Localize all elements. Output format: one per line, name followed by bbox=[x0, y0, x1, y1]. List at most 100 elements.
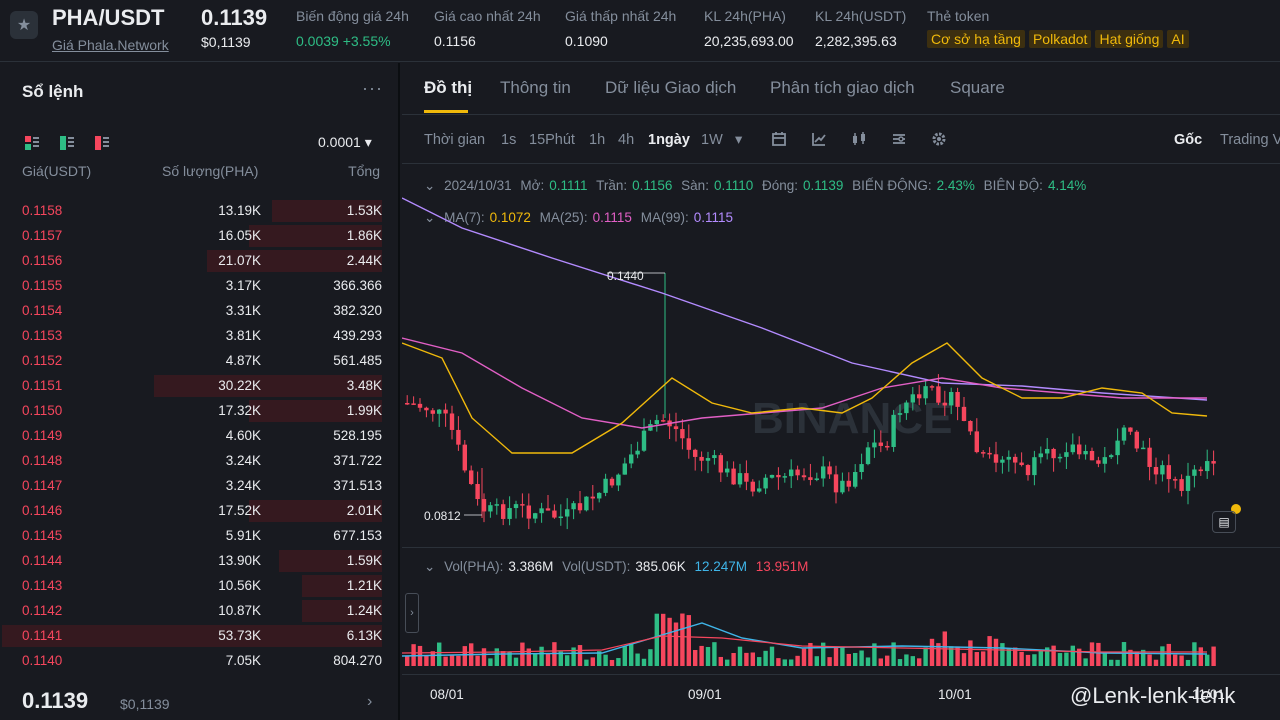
ask-total: 2.44K bbox=[346, 253, 382, 268]
view-original[interactable]: Gốc bbox=[1174, 132, 1203, 148]
candle-body bbox=[1179, 479, 1184, 491]
interval-1h[interactable]: 1h bbox=[589, 132, 606, 148]
ask-row[interactable]: 0.1156 21.07K 2.44K bbox=[0, 248, 400, 273]
ma7-label: MA(7): bbox=[444, 210, 485, 225]
book-both-sides-icon[interactable] bbox=[25, 136, 39, 150]
interval-1s[interactable]: 1s bbox=[501, 132, 517, 148]
volume-bar bbox=[1089, 642, 1095, 666]
interval-dropdown-icon[interactable]: ▾ bbox=[735, 132, 743, 148]
volume-bar bbox=[987, 636, 992, 666]
ask-row[interactable]: 0.1142 10.87K 1.24K bbox=[0, 598, 400, 623]
volume-bar bbox=[878, 658, 883, 666]
candle-body bbox=[827, 466, 832, 475]
ask-row[interactable]: 0.1144 13.90K 1.59K bbox=[0, 548, 400, 573]
ask-qty: 10.56K bbox=[218, 578, 261, 593]
candle-body bbox=[533, 513, 538, 519]
volume-bar bbox=[757, 657, 762, 666]
ask-row[interactable]: 0.1146 17.52K 2.01K bbox=[0, 498, 400, 523]
candlestick-type-icon[interactable] bbox=[850, 130, 868, 148]
chevron-right-icon[interactable]: › bbox=[405, 593, 419, 633]
book-asks-only-icon[interactable] bbox=[95, 136, 109, 150]
tab-trading-data[interactable]: Dữ liệu Giao dịch bbox=[605, 78, 737, 97]
interval-4h[interactable]: 4h bbox=[618, 132, 635, 148]
ask-row[interactable]: 0.1158 13.19K 1.53K bbox=[0, 198, 400, 223]
ask-row[interactable]: 0.1157 16.05K 1.86K bbox=[0, 223, 400, 248]
ask-row[interactable]: 0.1148 3.24K 371.722 bbox=[0, 448, 400, 473]
col-price-header: Giá(USDT) bbox=[22, 163, 92, 179]
ask-row[interactable]: 0.1143 10.56K 1.21K bbox=[0, 573, 400, 598]
ask-row[interactable]: 0.1153 3.81K 439.293 bbox=[0, 323, 400, 348]
ask-row[interactable]: 0.1141 53.73K 6.13K bbox=[0, 623, 400, 648]
ask-price: 0.1149 bbox=[22, 428, 63, 443]
ask-price: 0.1142 bbox=[22, 603, 63, 618]
tag-infrastructure[interactable]: Cơ sở hạ tầng bbox=[927, 30, 1025, 48]
collapse-icon[interactable]: ⌄ bbox=[424, 178, 436, 193]
ask-price: 0.1155 bbox=[22, 278, 63, 293]
view-tradingview[interactable]: Trading View bbox=[1220, 132, 1280, 148]
candle-body bbox=[405, 403, 410, 405]
ask-row[interactable]: 0.1155 3.17K 366.366 bbox=[0, 273, 400, 298]
tag-polkadot[interactable]: Polkadot bbox=[1028, 30, 1092, 48]
collapse-icon[interactable]: ⌄ bbox=[424, 210, 436, 225]
ask-qty: 3.24K bbox=[225, 453, 261, 468]
calendar-icon[interactable] bbox=[770, 130, 788, 148]
tab-info[interactable]: Thông tin bbox=[500, 78, 571, 97]
volume-bar bbox=[1198, 647, 1203, 666]
ask-row[interactable]: 0.1152 4.87K 561.485 bbox=[0, 348, 400, 373]
candle-body bbox=[1153, 466, 1159, 475]
stat-value: 20,235,693.00 bbox=[704, 33, 794, 49]
layout-settings-icon[interactable] bbox=[890, 130, 908, 148]
candle-body bbox=[699, 456, 704, 461]
candle-body bbox=[782, 476, 787, 478]
candle-body bbox=[1070, 444, 1075, 453]
precision-select[interactable]: 0.0001 ▾ bbox=[318, 134, 372, 150]
volume-bar bbox=[744, 652, 749, 666]
tag-seed[interactable]: Hạt giống bbox=[1095, 30, 1164, 48]
more-options-icon[interactable]: ··· bbox=[362, 78, 383, 98]
candle-body bbox=[648, 424, 653, 431]
interval-1d[interactable]: 1ngày bbox=[648, 132, 690, 148]
tab-trade-analysis[interactable]: Phân tích giao dịch bbox=[770, 78, 915, 97]
candle-body bbox=[1102, 457, 1107, 464]
volume-bar bbox=[1121, 642, 1127, 666]
favorite-star-icon[interactable]: ★ bbox=[10, 11, 38, 39]
volume-bar bbox=[1205, 654, 1210, 666]
chevron-right-icon[interactable]: › bbox=[367, 693, 373, 710]
ask-row[interactable]: 0.1145 5.91K 677.153 bbox=[0, 523, 400, 548]
gear-icon[interactable] bbox=[930, 130, 948, 148]
ask-row[interactable]: 0.1149 4.60K 528.195 bbox=[0, 423, 400, 448]
interval-15m[interactable]: 15Phút bbox=[529, 132, 575, 148]
candlestick-chart[interactable]: BINANCE bbox=[402, 188, 1280, 543]
tab-chart[interactable]: Đồ thị bbox=[424, 78, 473, 97]
volume-bar bbox=[475, 655, 480, 666]
symbol-info-link[interactable]: Giá Phala.Network bbox=[52, 37, 169, 53]
x-label: 11/01 bbox=[1192, 687, 1225, 702]
last-price: 0.1139 bbox=[201, 5, 268, 30]
volume-bar bbox=[712, 642, 717, 666]
indicator-icon[interactable] bbox=[810, 130, 828, 148]
volume-bar bbox=[699, 645, 704, 666]
ohlc-info: ⌄ 2024/10/31 Mở: 0.1111 Trần: 0.1156 Sàn: 0… bbox=[424, 178, 1091, 194]
volume-bar bbox=[1153, 659, 1159, 666]
collapse-icon[interactable]: ⌄ bbox=[424, 559, 436, 574]
candle-body bbox=[501, 504, 506, 519]
ask-row[interactable]: 0.1147 3.24K 371.513 bbox=[0, 473, 400, 498]
tab-square[interactable]: Square bbox=[950, 78, 1005, 97]
candle-body bbox=[731, 468, 736, 485]
tag-ai[interactable]: AI bbox=[1167, 30, 1189, 48]
volume-bar bbox=[597, 651, 602, 666]
interval-1w[interactable]: 1W bbox=[701, 132, 723, 148]
ask-row[interactable]: 0.1150 17.32K 1.99K bbox=[0, 398, 400, 423]
feed-icon[interactable]: ▤ bbox=[1212, 511, 1236, 533]
volume-chart[interactable] bbox=[402, 568, 1280, 668]
ask-row[interactable]: 0.1151 30.22K 3.48K bbox=[0, 373, 400, 398]
candle-body bbox=[539, 508, 544, 514]
high-label: Trần: bbox=[596, 178, 628, 193]
book-bids-only-icon[interactable] bbox=[60, 136, 74, 150]
volume-bar bbox=[725, 659, 730, 666]
ask-row[interactable]: 0.1154 3.31K 382.320 bbox=[0, 298, 400, 323]
candle-body bbox=[1166, 465, 1171, 480]
ask-price: 0.1154 bbox=[22, 303, 63, 318]
ask-row[interactable]: 0.1140 7.05K 804.270 bbox=[0, 648, 400, 673]
ask-total: 528.195 bbox=[333, 428, 382, 443]
